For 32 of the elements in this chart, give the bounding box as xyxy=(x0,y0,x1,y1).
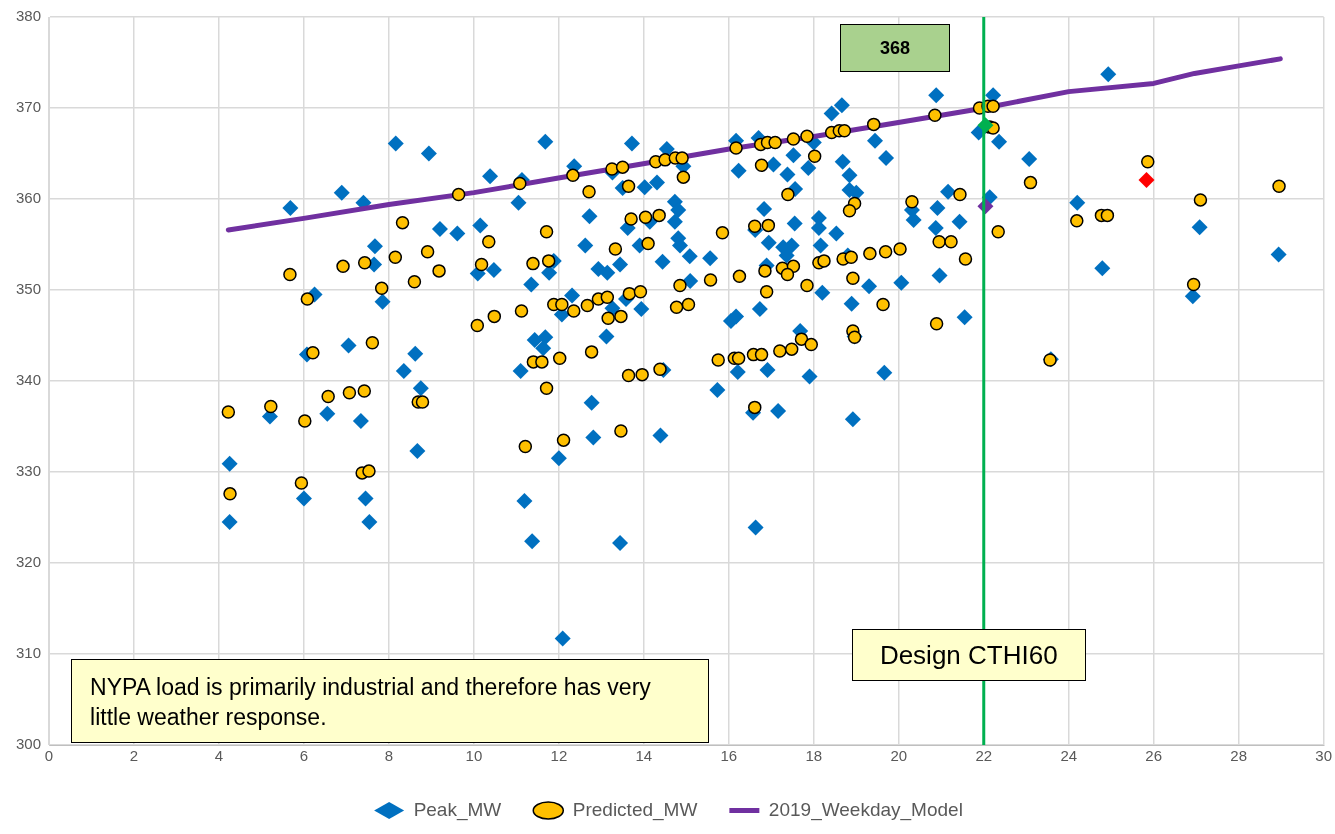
x-tick-label: 12 xyxy=(550,747,568,765)
y-tick-label: 330 xyxy=(16,462,42,480)
x-tick-label: 20 xyxy=(890,747,908,765)
y-tick-label: 320 xyxy=(16,553,42,571)
x-tick-label: 10 xyxy=(465,747,483,765)
y-tick-label: 350 xyxy=(16,280,42,298)
x-tick-label: 0 xyxy=(44,747,54,765)
note-box: NYPA load is primarily industrial and therefore has very little weather response. xyxy=(71,659,709,743)
y-tick-label: 360 xyxy=(16,189,42,207)
legend-label: Peak_MW xyxy=(413,798,502,821)
x-tick-label: 18 xyxy=(805,747,823,765)
x-tick-label: 22 xyxy=(975,747,993,765)
callout-box: 368 xyxy=(840,24,950,72)
x-tick-label: 2 xyxy=(129,747,139,765)
legend-label: Predicted_MW xyxy=(572,798,698,821)
y-tick-label: 380 xyxy=(16,7,42,25)
x-tick-label: 28 xyxy=(1230,747,1248,765)
point xyxy=(1138,171,1155,188)
x-tick-label: 26 xyxy=(1145,747,1163,765)
x-tick-label: 6 xyxy=(299,747,309,765)
legend-label: 2019_Weekday_Model xyxy=(768,798,963,821)
x-tick-label: 4 xyxy=(214,747,224,765)
y-tick-label: 310 xyxy=(16,644,42,662)
x-tick-label: 8 xyxy=(384,747,394,765)
label-box: Design CTHI60 xyxy=(851,629,1086,681)
x-tick-label: 30 xyxy=(1315,747,1332,765)
y-tick-label: 370 xyxy=(16,98,42,116)
y-tick-label: 340 xyxy=(16,371,42,389)
y-tick-label: 300 xyxy=(16,735,42,753)
x-tick-label: 24 xyxy=(1060,747,1078,765)
x-tick-label: 16 xyxy=(720,747,738,765)
x-tick-label: 14 xyxy=(635,747,653,765)
